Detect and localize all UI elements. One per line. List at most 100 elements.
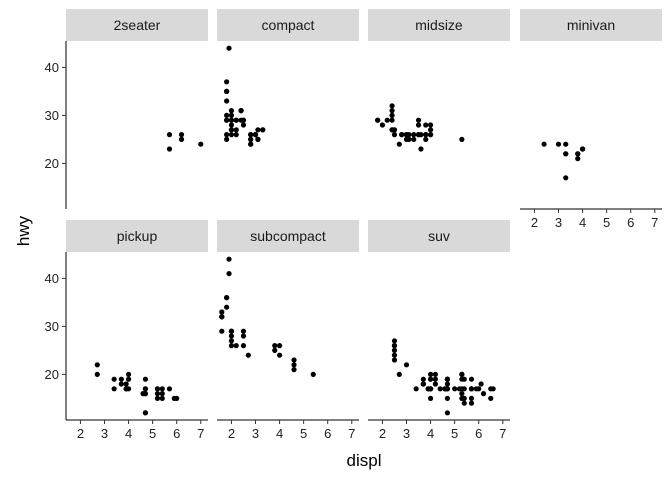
x-tick-label: 3 xyxy=(555,215,562,230)
data-point xyxy=(240,328,247,334)
data-point xyxy=(224,117,230,123)
data-point xyxy=(427,376,434,382)
data-point xyxy=(240,333,247,339)
facet-panel: minivan 2 3 4 5 6 7 xyxy=(520,9,662,230)
data-point xyxy=(399,132,405,138)
data-point xyxy=(233,117,239,123)
facet-strip-label: subcompact xyxy=(250,228,326,244)
data-point xyxy=(403,362,410,368)
data-point xyxy=(224,295,230,301)
facet-panel: compact xyxy=(217,9,359,147)
data-point xyxy=(228,333,235,339)
data-point xyxy=(444,386,451,392)
x-tick-label: 7 xyxy=(651,215,658,230)
data-point xyxy=(444,381,451,387)
data-point xyxy=(248,141,254,147)
data-point xyxy=(389,127,395,133)
data-point xyxy=(228,338,235,344)
data-point xyxy=(427,386,434,392)
data-point xyxy=(459,386,465,392)
data-point xyxy=(488,395,494,401)
y-tick-label: 20 xyxy=(45,156,59,171)
data-point xyxy=(272,343,278,349)
x-tick-label: 3 xyxy=(101,426,108,441)
data-point xyxy=(423,122,429,128)
data-point xyxy=(459,391,465,397)
data-point xyxy=(391,357,398,363)
data-point xyxy=(461,395,467,401)
data-point xyxy=(142,410,149,416)
data-point xyxy=(411,132,417,138)
data-point xyxy=(427,395,434,401)
y-tick-label: 40 xyxy=(45,271,59,286)
data-point xyxy=(248,132,254,138)
data-point xyxy=(276,352,283,358)
data-point xyxy=(480,391,487,397)
data-point xyxy=(166,146,173,152)
facet-panel: pickup 20 30 40 2 3 4 5 6 7 xyxy=(45,220,208,441)
x-tick-label: 6 xyxy=(324,426,331,441)
facet-strip-label: pickup xyxy=(117,228,158,244)
data-point xyxy=(228,108,235,114)
data-point xyxy=(178,132,185,138)
data-point xyxy=(432,376,438,382)
y-tick-label: 20 xyxy=(45,367,59,382)
data-point xyxy=(219,328,225,334)
data-point xyxy=(228,328,235,334)
data-point xyxy=(240,343,247,349)
data-point xyxy=(555,141,562,147)
data-point xyxy=(111,376,117,382)
data-point xyxy=(461,400,467,406)
x-tick-label: 5 xyxy=(451,426,458,441)
data-point xyxy=(111,386,117,392)
x-axis-title: displ xyxy=(347,451,382,470)
data-point xyxy=(260,127,266,133)
data-point xyxy=(468,376,475,382)
data-point xyxy=(427,371,434,377)
x-tick-label: 5 xyxy=(149,426,156,441)
data-point xyxy=(391,352,398,358)
data-point xyxy=(226,271,232,277)
y-axis-title: hwy xyxy=(14,215,33,246)
data-point xyxy=(444,376,451,382)
data-point xyxy=(490,386,496,392)
x-tick-label: 6 xyxy=(475,426,482,441)
data-point xyxy=(276,343,283,349)
data-point xyxy=(432,371,438,377)
data-point xyxy=(291,367,297,373)
data-point xyxy=(468,400,475,406)
data-point xyxy=(459,371,465,377)
data-point xyxy=(224,79,230,85)
x-tick-label: 5 xyxy=(603,215,610,230)
data-point xyxy=(575,151,581,157)
x-tick-label: 4 xyxy=(579,215,586,230)
facet-panel: midsize xyxy=(368,9,510,152)
data-point xyxy=(233,343,239,349)
data-point xyxy=(389,112,395,118)
data-point xyxy=(427,132,434,138)
data-point xyxy=(563,141,569,147)
data-point xyxy=(240,122,247,128)
x-tick-label: 5 xyxy=(300,426,307,441)
data-point xyxy=(459,136,465,142)
data-point xyxy=(437,386,443,392)
data-point xyxy=(224,112,230,118)
data-point xyxy=(473,386,479,392)
data-point xyxy=(418,146,424,152)
data-point xyxy=(403,132,410,138)
data-point xyxy=(118,381,124,387)
data-point xyxy=(468,395,475,401)
data-point xyxy=(375,117,381,123)
data-point xyxy=(238,117,244,123)
data-point xyxy=(123,386,129,392)
data-point xyxy=(432,381,438,387)
data-point xyxy=(118,376,124,382)
data-point xyxy=(389,108,395,114)
data-point xyxy=(154,395,161,401)
data-point xyxy=(384,117,390,123)
data-point xyxy=(427,122,434,128)
data-point xyxy=(123,381,129,387)
x-tick-label: 4 xyxy=(427,426,434,441)
facet-strip xyxy=(368,9,510,41)
